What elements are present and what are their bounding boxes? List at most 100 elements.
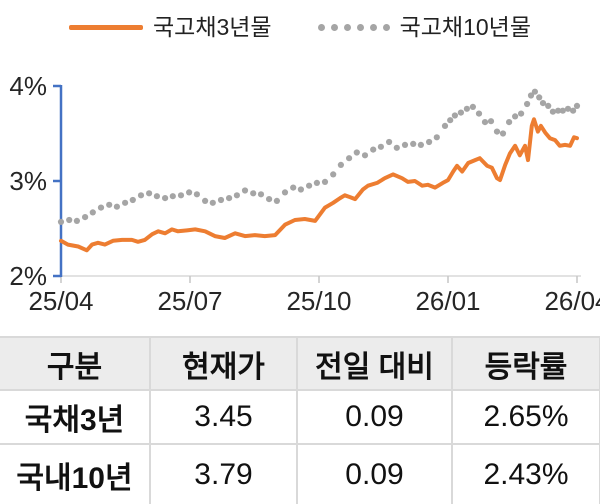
series-10yr-dot <box>573 102 581 109</box>
x-axis-tick-label: 26/04 <box>544 286 600 316</box>
series-10yr-dot <box>555 107 562 114</box>
x-axis-tick-label: 25/04 <box>28 286 93 316</box>
series-10yr-dot <box>169 193 176 200</box>
series-10yr-dot <box>511 113 519 120</box>
series-10yr-dot <box>393 144 400 151</box>
series-10yr-dot <box>386 138 393 146</box>
series-10yr-dot <box>570 107 577 114</box>
series-10yr-dot <box>186 189 193 196</box>
series-10yr-dot <box>564 105 572 112</box>
series-10yr-dot <box>297 186 304 193</box>
series-10yr-dot <box>250 190 257 197</box>
series-10yr-dot <box>433 134 440 141</box>
series-10yr-dot <box>129 196 136 204</box>
series-10yr-dot <box>549 108 557 115</box>
series-10yr-dot <box>487 118 495 125</box>
series-10yr-dot <box>536 94 543 101</box>
series-10yr-dot <box>137 192 145 199</box>
series-10yr-dot <box>457 109 464 116</box>
series-10yr-dot <box>66 216 73 224</box>
series-3yr-line <box>59 117 579 253</box>
series-10yr-dot <box>410 140 417 147</box>
series-10yr-dot <box>306 182 313 189</box>
series-10yr-dot <box>290 184 297 191</box>
y-axis-tick-label: 4% <box>9 71 47 101</box>
series-10yr-dot <box>539 100 547 107</box>
series-10yr-dot <box>146 190 153 197</box>
series-10yr-dot <box>162 195 169 202</box>
series-10yr-dot <box>209 199 216 206</box>
x-axis-tick-label: 25/07 <box>157 286 222 316</box>
series-10yr-dot <box>506 119 513 126</box>
x-axis-tick-label: 25/10 <box>286 286 351 316</box>
series-10yr-dot <box>441 122 449 129</box>
series-10yr-dot <box>531 88 539 95</box>
y-axis-tick-label: 2% <box>9 261 47 291</box>
series-10yr-dot <box>353 149 360 156</box>
series-10yr-dot <box>273 197 280 204</box>
table-header-current: 현재가 <box>151 338 296 389</box>
series-10yr-dot <box>346 155 353 162</box>
series-10yr-dot <box>281 189 289 196</box>
series-10yr-dot <box>518 110 525 117</box>
table-row-3yr-name: 국채3년 <box>0 391 149 443</box>
series-10yr-dot <box>451 112 458 119</box>
chart-legend: 국고채3년물 국고채10년물 <box>0 16 600 39</box>
series-10yr-dot <box>426 138 433 146</box>
legend-label-10yr: 국고채10년물 <box>399 14 531 40</box>
series-10yr-dot <box>122 199 129 206</box>
series-10yr-dot <box>493 128 501 135</box>
series-10yr-dot <box>73 217 80 224</box>
series-10yr-dot <box>370 146 377 153</box>
y-axis-tick-label: 3% <box>9 166 47 196</box>
rate-table: 구분 현재가 전일 대비 등락률 국채3년 3.45 0.09 2.65% 국내… <box>0 336 600 504</box>
table-row-10yr-change: 0.09 <box>298 445 451 504</box>
series-10yr-dot <box>313 179 320 186</box>
series-10yr-dot <box>527 92 535 99</box>
table-header-change-pct: 등락률 <box>453 338 599 389</box>
series-10yr-dot <box>82 214 89 221</box>
series-10yr-dot <box>337 161 344 168</box>
table-row-3yr-current: 3.45 <box>151 391 296 443</box>
series-10yr-dot <box>524 100 531 108</box>
legend-item-3yr: 국고채3년물 <box>69 16 272 39</box>
series-10yr-dot <box>177 192 185 199</box>
series-10yr-dot <box>113 203 120 210</box>
legend-label-3yr: 국고채3년물 <box>153 14 272 40</box>
series-10yr-dot <box>321 178 329 185</box>
series-10yr-dot <box>153 193 160 200</box>
series-10yr-dot <box>499 130 507 137</box>
series-10yr-dot <box>226 195 233 202</box>
series-10yr-dot <box>202 197 209 204</box>
series-10yr-dot <box>97 204 105 211</box>
table-row-10yr-current: 3.79 <box>151 445 296 504</box>
series-10yr-dot <box>89 209 96 216</box>
bond-yield-chart: 25/04 25/07 25/10 26/01 26/04 4% 3% 2% <box>9 71 600 316</box>
series-10yr-dot <box>57 218 65 225</box>
series-10yr-dot <box>447 117 454 124</box>
table-row-3yr-change-pct: 2.65% <box>453 391 599 443</box>
series-10yr-dot <box>241 187 249 194</box>
series-10yr-dot <box>361 152 369 159</box>
table-header-day-change: 전일 대비 <box>298 338 451 389</box>
series-10yr-dot <box>266 196 273 203</box>
table-header-category: 구분 <box>0 338 149 389</box>
legend-item-10yr: 국고채10년물 <box>317 14 531 40</box>
series-10yr-dot <box>401 141 409 148</box>
series-10yr-dot <box>257 191 265 198</box>
series-10yr-dot <box>193 191 200 198</box>
series-10yr-dot <box>559 107 566 114</box>
table-row-3yr-change: 0.09 <box>298 391 451 443</box>
series-10yr-dot <box>481 119 489 126</box>
series-10yr-dot <box>330 171 337 178</box>
series-10yr-dot <box>469 103 476 110</box>
series-10yr-dot <box>377 143 384 150</box>
series-10yr-dot <box>217 196 225 204</box>
table-row-10yr-name: 국내10년 <box>0 445 149 504</box>
series-10yr-dot <box>417 141 424 148</box>
series-10yr-dot <box>463 105 470 112</box>
x-axis-tick-label: 26/01 <box>415 286 480 316</box>
series-10yr-dot <box>106 201 113 208</box>
legend-line-swatch-3yr-icon <box>69 25 143 30</box>
table-row-10yr-change-pct: 2.43% <box>453 445 599 504</box>
